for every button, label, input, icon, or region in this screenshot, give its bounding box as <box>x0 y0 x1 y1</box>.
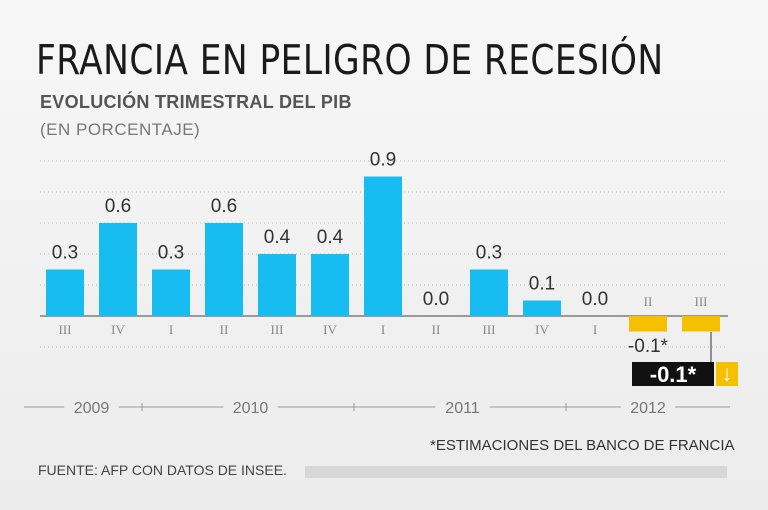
quarter-tick-label: I <box>169 322 173 337</box>
bar <box>470 269 508 316</box>
bar-value-label: 0.6 <box>211 196 237 217</box>
bar-value-label: 0.3 <box>476 243 502 264</box>
quarter-tick-label: I <box>593 322 597 337</box>
quarter-tick-label: II <box>432 322 441 337</box>
estimate-bar <box>682 316 720 332</box>
quarter-tick-label: III <box>483 322 496 337</box>
bar-value-label: 0.4 <box>264 227 291 248</box>
bar <box>99 223 137 316</box>
year-label: 2010 <box>233 400 269 417</box>
callout-value: -0.1* <box>650 362 697 387</box>
bar-value-label: 0.0 <box>582 289 608 310</box>
bar <box>46 269 84 316</box>
bar-value-label: 0.1 <box>529 274 555 295</box>
quarter-tick-label: IV <box>323 322 337 337</box>
bar <box>364 176 402 316</box>
year-label: 2009 <box>74 400 110 417</box>
quarter-tick-label: II <box>220 322 229 337</box>
bar-value-label: 0.6 <box>105 196 131 217</box>
year-label: 2012 <box>630 400 666 417</box>
chart-subtitle: EVOLUCIÓN TRIMESTRAL DEL PIB <box>40 92 352 112</box>
source-note: FUENTE: AFP CON DATOS DE INSEE. <box>38 462 287 478</box>
quarter-tick-label: IV <box>535 322 549 337</box>
page-title: FRANCIA EN PELIGRO DE RECESIÓN <box>36 36 664 84</box>
bar-chart: 0.3III0.6IV0.3I0.6II0.4III0.4IV0.9I0.0II… <box>24 150 738 417</box>
bar-value-label: 0.4 <box>317 227 344 248</box>
bar-value-label: 0.3 <box>158 243 184 264</box>
quarter-tick-label: III <box>271 322 284 337</box>
bar <box>311 254 349 316</box>
estimate-value-label: -0.1* <box>628 336 669 357</box>
estimate-bar <box>629 316 667 332</box>
year-label: 2011 <box>445 400 480 417</box>
estimate-note: *ESTIMACIONES DEL BANCO DE FRANCIA <box>430 437 735 454</box>
callout-box <box>632 362 714 386</box>
quarter-tick-label: IV <box>111 322 125 337</box>
bar <box>258 254 296 316</box>
bar <box>152 269 190 316</box>
quarter-tick-label: II <box>644 294 653 309</box>
bar-value-label: 0.9 <box>370 150 396 171</box>
bar-value-label: 0.0 <box>423 289 449 310</box>
arrow-down-badge <box>716 362 738 386</box>
quarter-tick-label: III <box>695 294 708 309</box>
bar <box>523 300 561 316</box>
unit-label: (EN PORCENTAJE) <box>40 120 201 139</box>
quarter-tick-label: III <box>59 322 72 337</box>
quarter-tick-label: I <box>381 322 385 337</box>
source-underline <box>305 466 727 478</box>
bar-value-label: 0.3 <box>52 243 78 264</box>
bar <box>205 223 243 316</box>
arrow-down-icon: ↓ <box>722 361 733 386</box>
